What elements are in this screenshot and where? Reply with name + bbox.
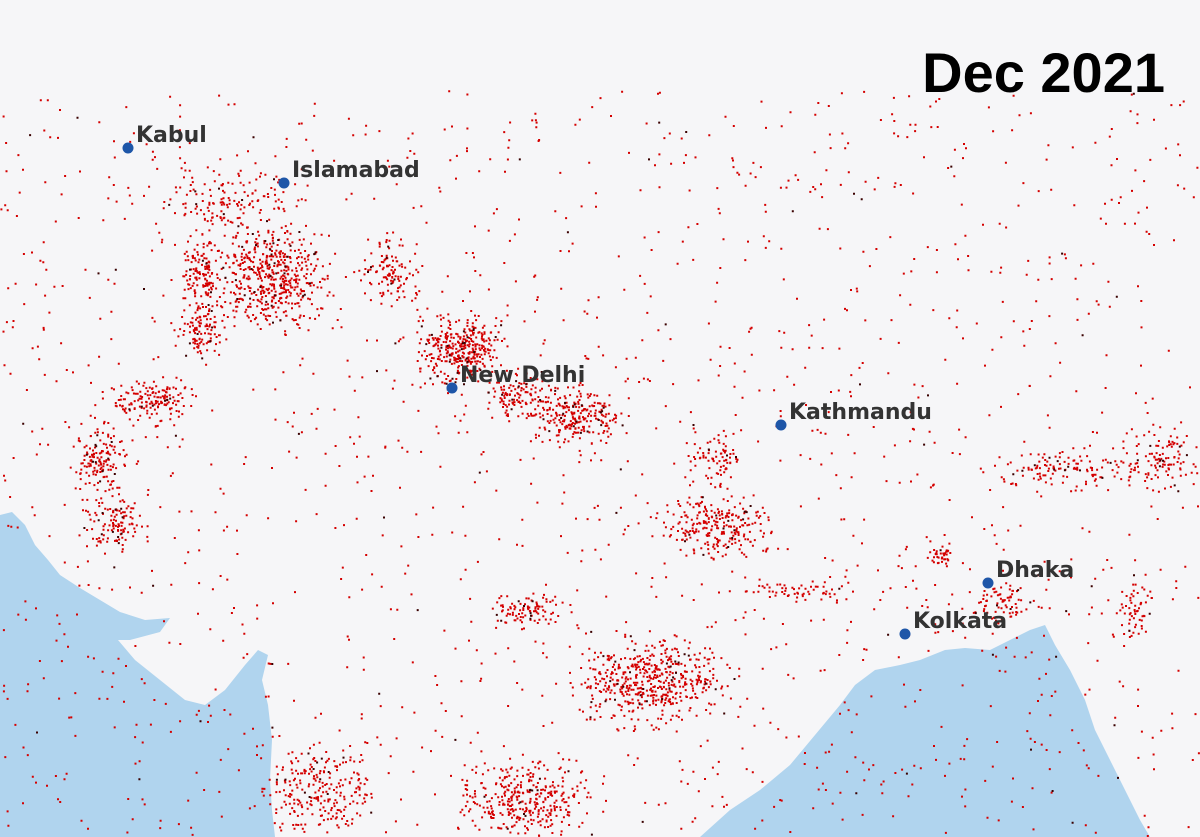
bay-of-bengal: [700, 625, 1150, 837]
city-marker: [775, 419, 787, 431]
city-marker: [122, 142, 134, 154]
city-label: Islamabad: [292, 158, 420, 183]
city-label: Kabul: [136, 123, 207, 148]
cities: Kabul Islamabad New Delhi Kathmandu Dhaka Kol…: [122, 123, 1074, 640]
city-marker: [982, 577, 994, 589]
city-label: Kolkata: [913, 609, 1007, 634]
city-marker: [278, 177, 290, 189]
map-title: Dec 2021: [922, 41, 1165, 104]
city-label: New Delhi: [460, 363, 585, 388]
city-marker: [446, 382, 458, 394]
city-label: Dhaka: [996, 558, 1074, 583]
city-marker: [899, 628, 911, 640]
city-label: Kathmandu: [789, 400, 932, 425]
arabian-sea: [0, 512, 275, 837]
